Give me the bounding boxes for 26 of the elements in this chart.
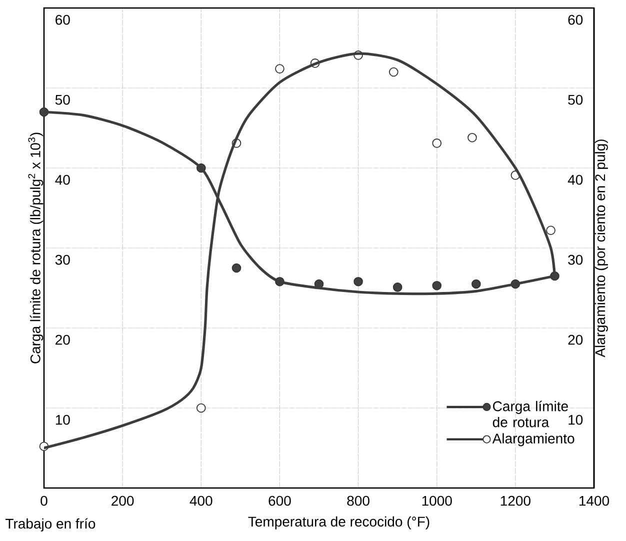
y-axis-title: Carga límite de rotura (lb/pulg$^{2}$ x 10$^{3}$)	[28, 132, 44, 364]
y2-axis-title: Alargamiento (por ciento en 2 pulg)	[594, 140, 608, 358]
legend-label: Alargamiento	[492, 433, 574, 446]
y-tick-label: 60	[56, 14, 70, 25]
x-tick-label: 800	[347, 496, 370, 506]
y-tick-label: 40	[55, 174, 70, 185]
y-tick-label: 20	[56, 334, 70, 345]
y2-tick-label: 50	[568, 94, 583, 105]
text: Trabajo en frío	[6, 518, 96, 532]
x-axis-title: Temperatura de recocido (°F)	[248, 516, 430, 530]
legend-label: Carga límite de rotura	[492, 400, 568, 428]
x-tick-label: 1200	[500, 496, 530, 506]
y2-tick-label: 20	[568, 334, 583, 345]
x-tick-label: 1000	[422, 496, 452, 506]
y2-tick-label: 10	[568, 414, 583, 425]
y-tick-label: 30	[55, 254, 70, 265]
x-tick-label: 600	[268, 496, 291, 506]
x-tick-label: 400	[190, 496, 212, 506]
x-tick-label: 0	[40, 496, 48, 506]
y-tick-label: 50	[55, 94, 70, 105]
y2-tick-label: 60	[568, 14, 583, 25]
y-tick-label: 10	[56, 414, 70, 425]
y2-tick-label: 40	[568, 174, 583, 185]
y2-tick-label: 30	[568, 254, 583, 265]
x-tick-label: 1400	[579, 496, 610, 506]
x-tick-label: 200	[112, 496, 134, 506]
